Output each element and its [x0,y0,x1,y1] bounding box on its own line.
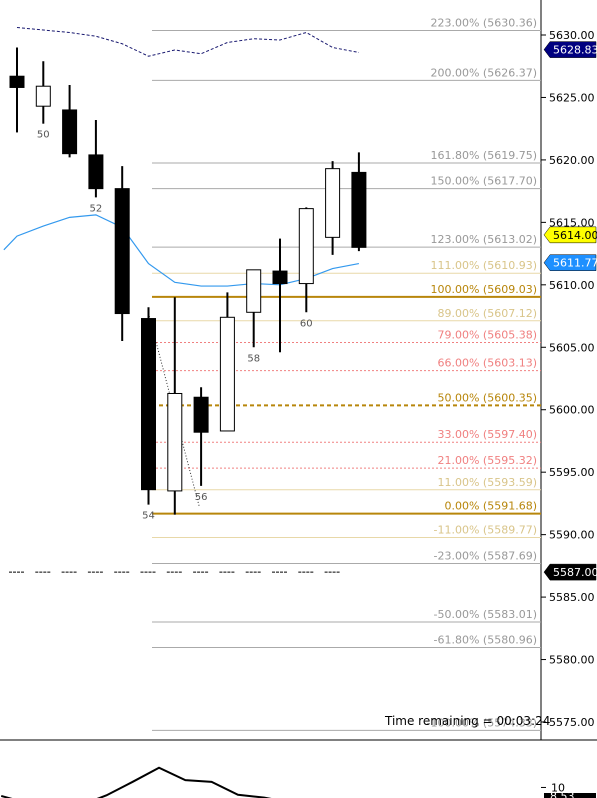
fib-level-label: 111.00% (5610.93) [430,259,537,272]
fib-level-label: 21.00% (5595.32) [437,454,537,467]
candle-body [62,109,78,155]
bar-number-label: 50 [37,130,50,141]
fib-level-label: 33.00% (5597.40) [437,428,537,441]
candle-body [167,392,183,492]
fib-level-label: 89.00% (5607.12) [437,307,537,320]
candle-body [35,85,51,107]
price-tag-label: 5628.83 [553,44,597,57]
candle-body [193,396,209,433]
candle-body [325,168,341,238]
candle-body [88,154,104,190]
fib-level-label: 0.00% (5591.68) [444,500,537,513]
fib-level-label: 161.80% (5619.75) [430,149,537,162]
indicator-line [0,766,272,798]
candle-body [114,188,130,315]
fib-level-label: -100.00% (5574.33) [427,716,537,729]
candle-body [141,318,156,491]
price-tag [543,41,597,58]
fib-level-label: 100.00% (5609.03) [430,283,537,296]
price-tag [543,254,597,271]
y-tick-label: 5610.00 [549,279,595,292]
fib-level-label: -11.00% (5589.77) [434,524,537,537]
candle-body [246,269,262,313]
fib-level-label: -23.00% (5587.69) [434,549,537,562]
candle-body [351,171,367,248]
y-tick-label: 5590.00 [549,529,595,542]
time-remaining-label: Time remaining = 00:03:24 [385,714,551,728]
candle-body [219,316,235,432]
y-tick-label: 5600.00 [549,404,595,417]
y-tick-label: 5595.00 [549,466,595,479]
indicator-tick-label: 10 [551,781,565,794]
y-tick-label: 5575.00 [549,716,595,729]
y-tick-label: 5625.00 [549,91,595,104]
y-tick-label: 5615.00 [549,216,595,229]
candle-body [298,208,314,285]
candle-body [9,75,25,88]
price-tag-label: 5611.77 [553,257,597,270]
fib-level-label: 123.00% (5613.02) [430,233,537,246]
price-tag [543,226,597,244]
fib-level-label: 11.00% (5593.59) [437,476,537,489]
price-tag-label: 5587.00 [553,566,597,579]
fib-level-label: -61.80% (5580.96) [434,634,537,647]
price-tag [543,563,597,581]
fib-level-label: 223.00% (5630.36) [430,17,537,30]
fib-level-label: -50.00% (5583.01) [434,608,537,621]
fib-level-label: 150.00% (5617.70) [430,175,537,188]
fib-level-label: 200.00% (5626.37) [430,66,537,79]
fib-level-label: 66.00% (5603.13) [437,357,537,370]
y-tick-label: 5585.00 [549,591,595,604]
y-tick-label: 5630.00 [549,29,595,42]
y-tick-label: 5605.00 [549,341,595,354]
price-tag-label: 5614.00 [553,229,597,242]
indicator-value-label: 8.53 [550,790,575,798]
fib-level-label: 50.00% (5600.35) [437,391,537,404]
bar-number-label: 52 [90,203,103,214]
lower-moving-average [3,214,360,287]
upper-moving-average [16,27,359,57]
bar-number-label: 56 [195,492,208,503]
bar-number-label: 58 [247,353,260,364]
bar-number-label: 54 [142,511,155,522]
indicator-value-tag [544,793,596,798]
y-tick-label: 5580.00 [549,654,595,667]
candle-body [272,270,288,285]
fib-level-label: 79.00% (5605.38) [437,329,537,342]
y-tick-label: 5620.00 [549,154,595,167]
bar-number-label: 60 [300,318,313,329]
